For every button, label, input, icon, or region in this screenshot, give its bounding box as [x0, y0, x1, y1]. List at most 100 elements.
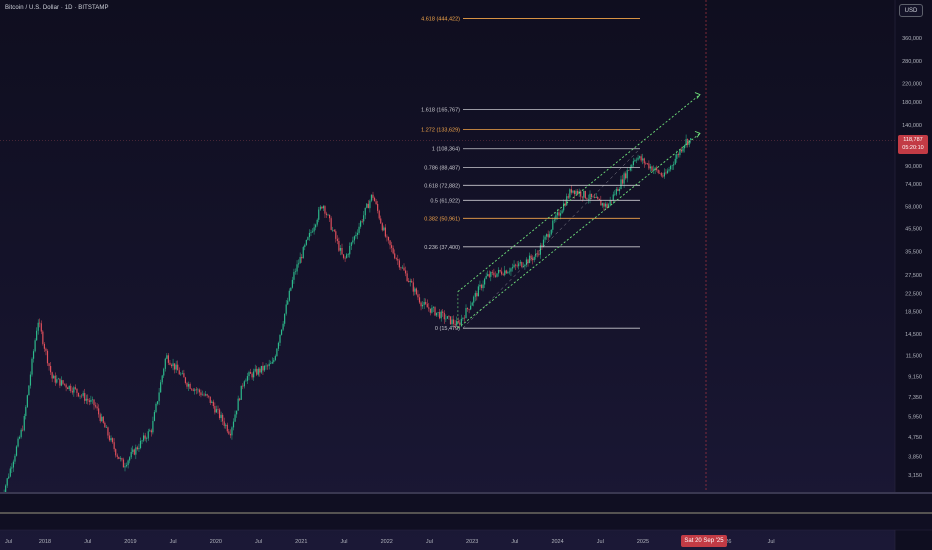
candle-body — [494, 275, 497, 277]
candle-body — [42, 331, 44, 344]
candle-body — [245, 380, 247, 382]
channel-line — [457, 94, 701, 293]
candle-body — [107, 427, 109, 436]
currency-button[interactable]: USD — [899, 4, 923, 17]
parallel-channel-drawing[interactable] — [457, 92, 701, 329]
candle-body — [652, 169, 655, 171]
candle-body — [487, 274, 489, 276]
candle-body — [435, 312, 438, 316]
fib-level-label: 1.618 (165,767) — [421, 108, 460, 114]
candle-body — [600, 200, 602, 206]
candle-body — [288, 290, 290, 301]
candle-body — [665, 172, 667, 174]
x-tick-label: Jul — [511, 539, 518, 545]
candle-body — [558, 212, 560, 216]
candle-body — [60, 380, 63, 386]
candle-body — [186, 383, 188, 387]
candle-body — [99, 414, 101, 422]
candle-body — [77, 392, 80, 397]
candle-body — [488, 274, 490, 277]
candle-body — [160, 382, 162, 393]
candle-body — [355, 234, 357, 237]
candle-body — [552, 220, 554, 230]
candle-body — [301, 257, 303, 259]
x-tick-label: 2019 — [124, 539, 136, 545]
candle-body — [632, 161, 634, 166]
candle-body — [432, 307, 435, 308]
candle-body — [263, 365, 266, 371]
y-tick-label: 22,500 — [905, 292, 922, 298]
candle-body — [687, 139, 689, 145]
candle-body — [474, 293, 476, 297]
candle-body — [161, 375, 163, 383]
candle-body — [480, 284, 483, 289]
candle-body — [477, 286, 479, 297]
candle-body — [454, 323, 456, 326]
candle-body — [12, 461, 14, 468]
candle-body — [592, 196, 594, 198]
price-axis[interactable] — [895, 0, 932, 550]
candle-body — [595, 197, 597, 198]
candle-body — [29, 374, 32, 386]
candle-body — [239, 398, 241, 400]
candle-body — [273, 360, 275, 362]
candle-body — [533, 256, 535, 261]
candle-body — [676, 154, 678, 159]
candle-body — [394, 253, 396, 259]
candle-body — [330, 218, 332, 230]
y-tick-label: 90,000 — [905, 164, 922, 170]
time-axis[interactable]: Jul 2018 Jul 2019 Jul 2020 Jul 2021 Jul 2022 Jul 20… — [5, 539, 775, 545]
indicator-pane[interactable] — [0, 492, 932, 530]
candle-body — [573, 190, 576, 195]
candle-body — [360, 221, 362, 227]
candle-body — [136, 447, 138, 450]
candle-body — [457, 320, 459, 323]
y-tick-label: 11,500 — [906, 354, 922, 360]
candle-body — [690, 138, 692, 141]
candle-body — [104, 422, 106, 428]
candle-body — [445, 318, 447, 320]
candle-body — [91, 399, 94, 401]
candle-body — [335, 231, 337, 239]
candle-body — [198, 389, 200, 393]
candle-body — [246, 376, 249, 381]
candle-body — [102, 416, 104, 423]
candle-body — [287, 300, 289, 305]
candle-body — [408, 281, 410, 283]
candle-body — [299, 257, 301, 264]
x-tick-label: 2018 — [39, 539, 51, 545]
candle-body — [418, 297, 421, 303]
fib-extension-drawing[interactable]: 4.618 (444,422) 1.618 (165,767) 1.272 (133… — [421, 17, 641, 333]
candle-body — [315, 224, 317, 228]
candle-body — [310, 232, 312, 233]
candle-body — [65, 384, 67, 388]
candle-body — [240, 385, 242, 400]
candle-body — [364, 207, 366, 216]
candle-body — [192, 389, 194, 391]
candle-body — [242, 385, 244, 387]
candle-body — [336, 238, 338, 241]
candle-body — [370, 194, 373, 201]
candle-body — [294, 271, 297, 273]
candle-body — [14, 455, 16, 462]
y-tick-label: 74,000 — [905, 182, 922, 188]
candle-body — [209, 396, 211, 403]
candle-body — [9, 468, 11, 477]
candle-body — [347, 254, 349, 255]
candle-body — [504, 270, 506, 276]
candle-body — [372, 194, 374, 198]
candle-body — [118, 456, 120, 459]
candle-body — [243, 381, 245, 387]
candle-body — [519, 262, 521, 264]
candle-body — [11, 467, 13, 469]
symbol-title[interactable]: Bitcoin / U.S. Dollar · 1D · BITSTAMP — [5, 5, 109, 11]
candle-body — [603, 203, 605, 207]
candle-body — [133, 449, 135, 455]
candle-body — [116, 455, 118, 457]
candle-body — [566, 196, 568, 206]
candle-body — [96, 406, 98, 409]
candle-body — [476, 293, 478, 297]
candle-body — [175, 364, 177, 370]
candle-body — [471, 302, 473, 306]
